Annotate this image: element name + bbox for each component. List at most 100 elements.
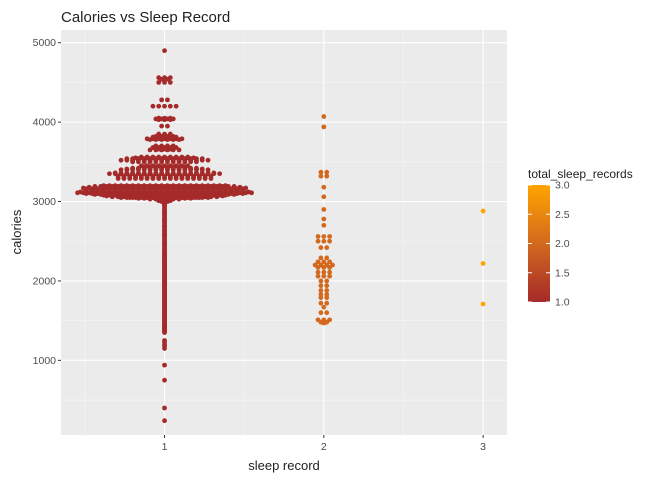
plot-panel [61,30,507,435]
data-point [324,169,330,175]
data-point [162,362,167,368]
data-point [217,171,223,177]
data-point [318,278,324,284]
data-point [208,176,214,181]
data-point [196,176,202,181]
data-point [165,137,170,142]
data-point [124,157,130,163]
data-point [324,310,330,316]
data-point [205,195,211,200]
data-point [321,259,327,265]
x-axis: 1 2 3 [162,435,486,453]
data-point [324,283,330,289]
data-point [324,245,330,250]
data-point [318,310,324,316]
data-point [220,193,225,199]
data-point [104,193,109,199]
data-point [167,117,173,123]
data-point [165,97,170,103]
data-point [156,176,162,181]
data-point [144,176,150,181]
data-point [318,295,324,301]
data-point [159,97,165,103]
data-point [162,405,167,411]
data-point [321,184,327,190]
data-point [327,265,333,270]
data-point [176,137,182,142]
data-point [147,147,153,153]
data-point [324,300,330,306]
data-point [324,173,330,179]
data-point [162,80,167,85]
data-point [167,176,173,181]
legend-tick-label: 1.5 [555,267,570,279]
data-point [480,301,486,307]
data-point [315,238,321,244]
data-point [118,157,124,163]
data-point [318,245,324,250]
data-point [75,190,80,196]
data-point [321,234,327,239]
data-point [231,191,237,197]
data-point [115,176,121,181]
data-point [162,330,167,335]
data-point [162,346,167,351]
data-point [130,159,136,165]
data-point [182,195,188,201]
data-point [188,195,194,201]
data-point [205,157,211,163]
data-point [318,169,324,175]
data-point [321,124,327,130]
data-point [327,238,333,244]
data-point [480,208,486,214]
data-point [315,273,321,279]
data-point [214,194,220,200]
data-point [188,159,194,165]
data-point [173,103,179,109]
data-point [159,159,165,165]
legend-ticks: 1.0 1.5 2.0 2.5 3.0 [528,180,570,309]
data-point [107,171,112,177]
data-point [315,259,321,265]
data-point [321,114,327,119]
data-point [194,159,199,165]
data-point [159,147,165,153]
data-point [162,418,167,424]
data-point [182,159,188,165]
data-point [176,196,182,202]
data-point [321,320,327,326]
data-point [165,147,170,153]
y-tick-label: 3000 [33,196,57,208]
data-point [321,304,327,310]
data-point [92,191,98,197]
data-point [138,176,144,181]
data-point [173,176,179,181]
data-point [324,278,330,284]
legend-tick-label: 3.0 [555,180,570,192]
chart-title: Calories vs Sleep Record [61,9,230,26]
data-point [318,300,324,306]
data-point [136,159,141,165]
data-point [321,238,327,244]
data-point [121,176,127,181]
legend-tick-label: 2.0 [555,238,570,250]
data-point [165,76,170,82]
data-point [159,123,165,129]
data-point [185,176,191,181]
data-point [162,48,167,54]
data-point [159,76,165,82]
data-point [324,255,330,261]
data-point [240,191,246,196]
data-point [321,216,327,222]
data-point [156,117,162,123]
data-point [133,176,138,181]
data-point [315,265,321,270]
data-point [327,259,333,265]
data-point [327,234,333,239]
data-point [170,137,176,142]
data-point [127,195,133,200]
data-point [136,195,141,201]
data-point [196,195,202,200]
data-point [156,103,162,109]
y-axis-title: calories [9,209,24,254]
